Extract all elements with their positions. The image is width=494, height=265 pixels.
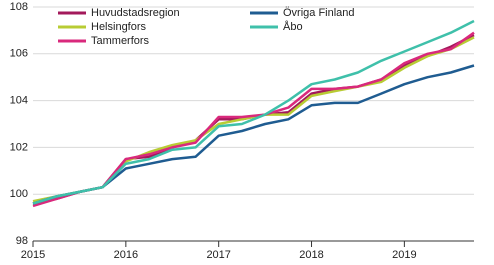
x-tick-label: 2018	[299, 249, 323, 261]
x-tick-label: 2017	[206, 249, 230, 261]
y-tick-label: 100	[10, 188, 28, 200]
x-tick-label: 2016	[114, 249, 138, 261]
series-line	[32, 64, 475, 205]
y-tick-label: 106	[10, 48, 28, 60]
legend-label: Huvudstadsregion	[91, 7, 180, 19]
legend-label: Åbo	[283, 20, 303, 33]
legend-label: Övriga Finland	[283, 7, 355, 19]
legend-label: Tammerfors	[91, 35, 150, 47]
x-tick-label: 2015	[21, 249, 45, 261]
y-tick-label: 102	[10, 141, 28, 153]
y-tick-label: 104	[10, 95, 28, 107]
y-tick-label: 108	[10, 1, 28, 13]
series-line	[32, 19, 475, 205]
legend-label: Helsingfors	[91, 21, 147, 33]
y-tick-label: 98	[16, 235, 28, 247]
x-tick-label: 2019	[392, 249, 416, 261]
